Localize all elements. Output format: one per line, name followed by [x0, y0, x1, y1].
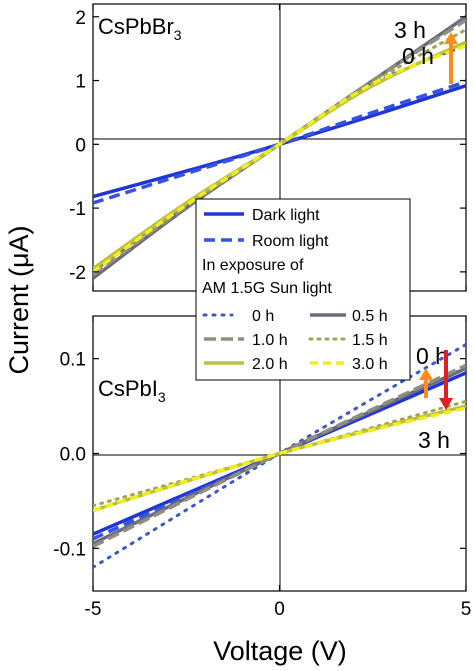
legend-note-line1: In exposure of	[202, 257, 304, 274]
series-line-top-3-0-h	[93, 43, 466, 274]
legend-label-05h: 0.5 h	[352, 308, 388, 325]
arrow-up-bottom-head	[419, 368, 433, 380]
x-tick-label-0: -5	[85, 599, 102, 620]
legend-box	[195, 198, 411, 381]
y-ticks-top: 2 1 0 -1 -2	[69, 8, 466, 284]
legend-label-10h: 1.0 h	[252, 332, 288, 349]
arrows-bottom	[419, 350, 453, 410]
legend-label-room: Room light	[252, 233, 329, 250]
annotation-top-0h: 0 h	[402, 43, 434, 69]
legend-label-30h: 3.0 h	[352, 356, 388, 373]
y-tick-label-bottom-1: 0.0	[60, 445, 86, 466]
panel-label-bottom-sub: 3	[158, 389, 166, 405]
x-axis-title: Voltage (V)	[213, 636, 347, 666]
x-tick-label-2: 5	[461, 599, 472, 620]
series-group-bottom	[93, 342, 466, 569]
legend-label-20h: 2.0 h	[252, 356, 288, 373]
panel-label-top: CsPbBr3	[98, 14, 182, 43]
legend: Dark light Room light In exposure of AM …	[195, 198, 411, 381]
x-ticks: -5 0 5	[85, 4, 472, 620]
panel-label-bottom: CsPbI3	[98, 376, 166, 405]
legend-label-15h: 1.5 h	[352, 332, 388, 349]
series-group-top	[93, 15, 466, 280]
panel-label-top-base: CsPbBr	[98, 14, 174, 39]
y-tick-label-top-3: -1	[69, 199, 86, 220]
y-tick-label-bottom-0: 0.1	[60, 350, 86, 371]
y-tick-label-top-2: 0	[75, 135, 86, 156]
x-tick-label-1: 0	[274, 599, 285, 620]
legend-label-dark: Dark light	[252, 207, 320, 224]
y-tick-label-top-1: 1	[75, 72, 86, 93]
y-axis-title: Current (μA)	[4, 225, 34, 374]
annotation-bottom-0h: 0 h	[416, 343, 448, 369]
annotation-bottom-3h: 3 h	[418, 427, 450, 453]
legend-note-line2: AM 1.5G Sun light	[202, 280, 332, 297]
arrow-up-top	[444, 32, 458, 84]
arrow-up-top-head	[444, 32, 458, 44]
annotation-top-3h: 3 h	[394, 17, 426, 43]
legend-label-0h: 0 h	[252, 308, 274, 325]
series-line-bottom-3-0-h	[93, 406, 466, 513]
arrow-down-bottom-head	[439, 398, 453, 410]
y-tick-label-bottom-2: -0.1	[53, 539, 86, 560]
panel-label-top-sub: 3	[174, 27, 182, 43]
panel-label-bottom-base: CsPbI	[98, 376, 158, 401]
y-ticks-bottom: 0.1 0.0 -0.1	[53, 350, 466, 560]
y-tick-label-top-4: -2	[69, 263, 86, 284]
y-tick-label-top-0: 2	[75, 8, 86, 29]
